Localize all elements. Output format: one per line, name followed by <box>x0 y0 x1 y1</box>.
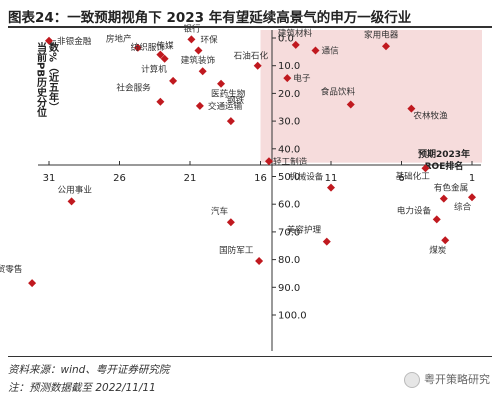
data-point <box>133 43 142 52</box>
data-label: 汽车 <box>211 205 229 217</box>
data-point <box>322 237 331 246</box>
y-tick-label: 0.0 <box>278 34 294 45</box>
data-point <box>253 61 262 70</box>
y-tick-label: 40.0 <box>278 144 300 155</box>
data-label: 环保 <box>200 33 218 45</box>
data-label: 交通运输 <box>208 100 243 112</box>
data-label: 纺织服饰 <box>131 41 166 53</box>
data-label: 机械设备 <box>289 171 324 183</box>
data-point <box>45 36 53 45</box>
data-point <box>439 194 448 203</box>
watermark-text: 粤开策略研究 <box>424 373 490 386</box>
data-label: 社会服务 <box>116 82 151 94</box>
x-tick-label: 31 <box>43 173 56 184</box>
data-label: 有色金属 <box>434 182 468 194</box>
data-label: 综合 <box>454 200 472 212</box>
data-label: 银行 <box>183 22 201 34</box>
x-axis-title-line2: ROE排名 <box>425 160 464 172</box>
data-point <box>407 104 416 113</box>
data-label: 轻工制造 <box>273 155 308 167</box>
data-point <box>264 157 273 166</box>
data-point <box>156 97 165 106</box>
data-label: 煤炭 <box>429 244 447 256</box>
data-label: 公用事业 <box>58 183 93 195</box>
data-label: 家用电器 <box>364 28 399 40</box>
chart-title: 图表24：一致预期视角下 2023 年有望延续高景气的申万一级行业 <box>8 10 412 26</box>
x-tick-label: 11 <box>325 173 338 184</box>
data-label: 国防军工 <box>219 244 254 256</box>
data-label: 建筑装饰 <box>181 54 216 66</box>
data-point <box>468 193 476 202</box>
x-tick-label: 26 <box>113 173 126 184</box>
data-label: 传媒 <box>156 40 174 52</box>
y-tick-label: 80.0 <box>278 255 300 266</box>
data-point <box>226 117 235 126</box>
y-tick-label: 20.0 <box>278 89 300 100</box>
data-label: 医药生物 <box>211 88 246 100</box>
data-point <box>346 100 355 109</box>
data-point <box>28 279 37 288</box>
y-tick-label: 90.0 <box>278 283 300 294</box>
y-tick-label: 30.0 <box>278 117 300 128</box>
x-tick-label: 21 <box>184 173 197 184</box>
data-point <box>160 54 169 63</box>
data-label: 非银金融 <box>57 35 92 47</box>
x-tick-label: 6 <box>398 173 404 184</box>
data-label: 计算机 <box>141 63 167 75</box>
data-label: 食品饮料 <box>321 85 356 97</box>
data-point <box>421 164 430 173</box>
data-point <box>67 197 76 206</box>
data-point <box>283 74 292 83</box>
y-tick-label: 70.0 <box>278 227 300 238</box>
source-note: 资料来源：wind、粤开证券研究院 <box>8 364 170 376</box>
data-label: 通信 <box>321 44 339 56</box>
data-point <box>441 236 450 245</box>
data-point <box>226 218 235 227</box>
data-point <box>169 76 178 85</box>
wechat-icon <box>404 372 420 388</box>
y-tick-label: 50.0 <box>278 172 300 183</box>
data-point <box>156 50 165 59</box>
data-point <box>432 215 441 224</box>
data-point <box>194 46 203 55</box>
x-tick-label: 16 <box>254 173 267 184</box>
data-label: 商贸零售 <box>0 263 22 275</box>
data-label: 电力设备 <box>397 204 432 216</box>
y-tick-label: 10.0 <box>278 61 300 72</box>
data-label: 电子 <box>293 72 311 84</box>
x-axis-title: 预期2023年 <box>418 148 470 160</box>
data-label: 石油石化 <box>234 50 269 62</box>
x-tick-label: 1 <box>469 173 475 184</box>
data-point <box>217 79 226 88</box>
data-date-note: 注：预测数据截至 2022/11/11 <box>8 382 156 394</box>
y-tick-label: 100.0 <box>278 311 307 322</box>
data-label: 钢铁 <box>227 94 245 106</box>
data-point <box>187 35 196 44</box>
y-tick-label: 60.0 <box>278 200 300 211</box>
y-axis-title-2: 数%（近五年） <box>47 41 60 112</box>
data-label: 农林牧渔 <box>413 110 448 122</box>
footer-rule <box>8 356 492 357</box>
title-underline <box>8 26 492 28</box>
data-point <box>291 40 300 49</box>
data-point <box>327 183 335 192</box>
data-point <box>195 101 204 110</box>
data-point <box>255 256 264 265</box>
data-point <box>198 67 207 76</box>
data-label: 基础化工 <box>395 170 430 182</box>
watermark: 粤开策略研究 <box>404 371 490 388</box>
data-label: 房地产 <box>106 33 132 45</box>
data-point <box>311 46 320 55</box>
highlight-region <box>260 30 482 163</box>
data-point <box>381 42 390 51</box>
data-label: 美容护理 <box>287 224 322 236</box>
data-label: 建筑材料 <box>278 27 313 39</box>
y-axis-title-1: 当前PB历史分位 <box>35 41 47 118</box>
